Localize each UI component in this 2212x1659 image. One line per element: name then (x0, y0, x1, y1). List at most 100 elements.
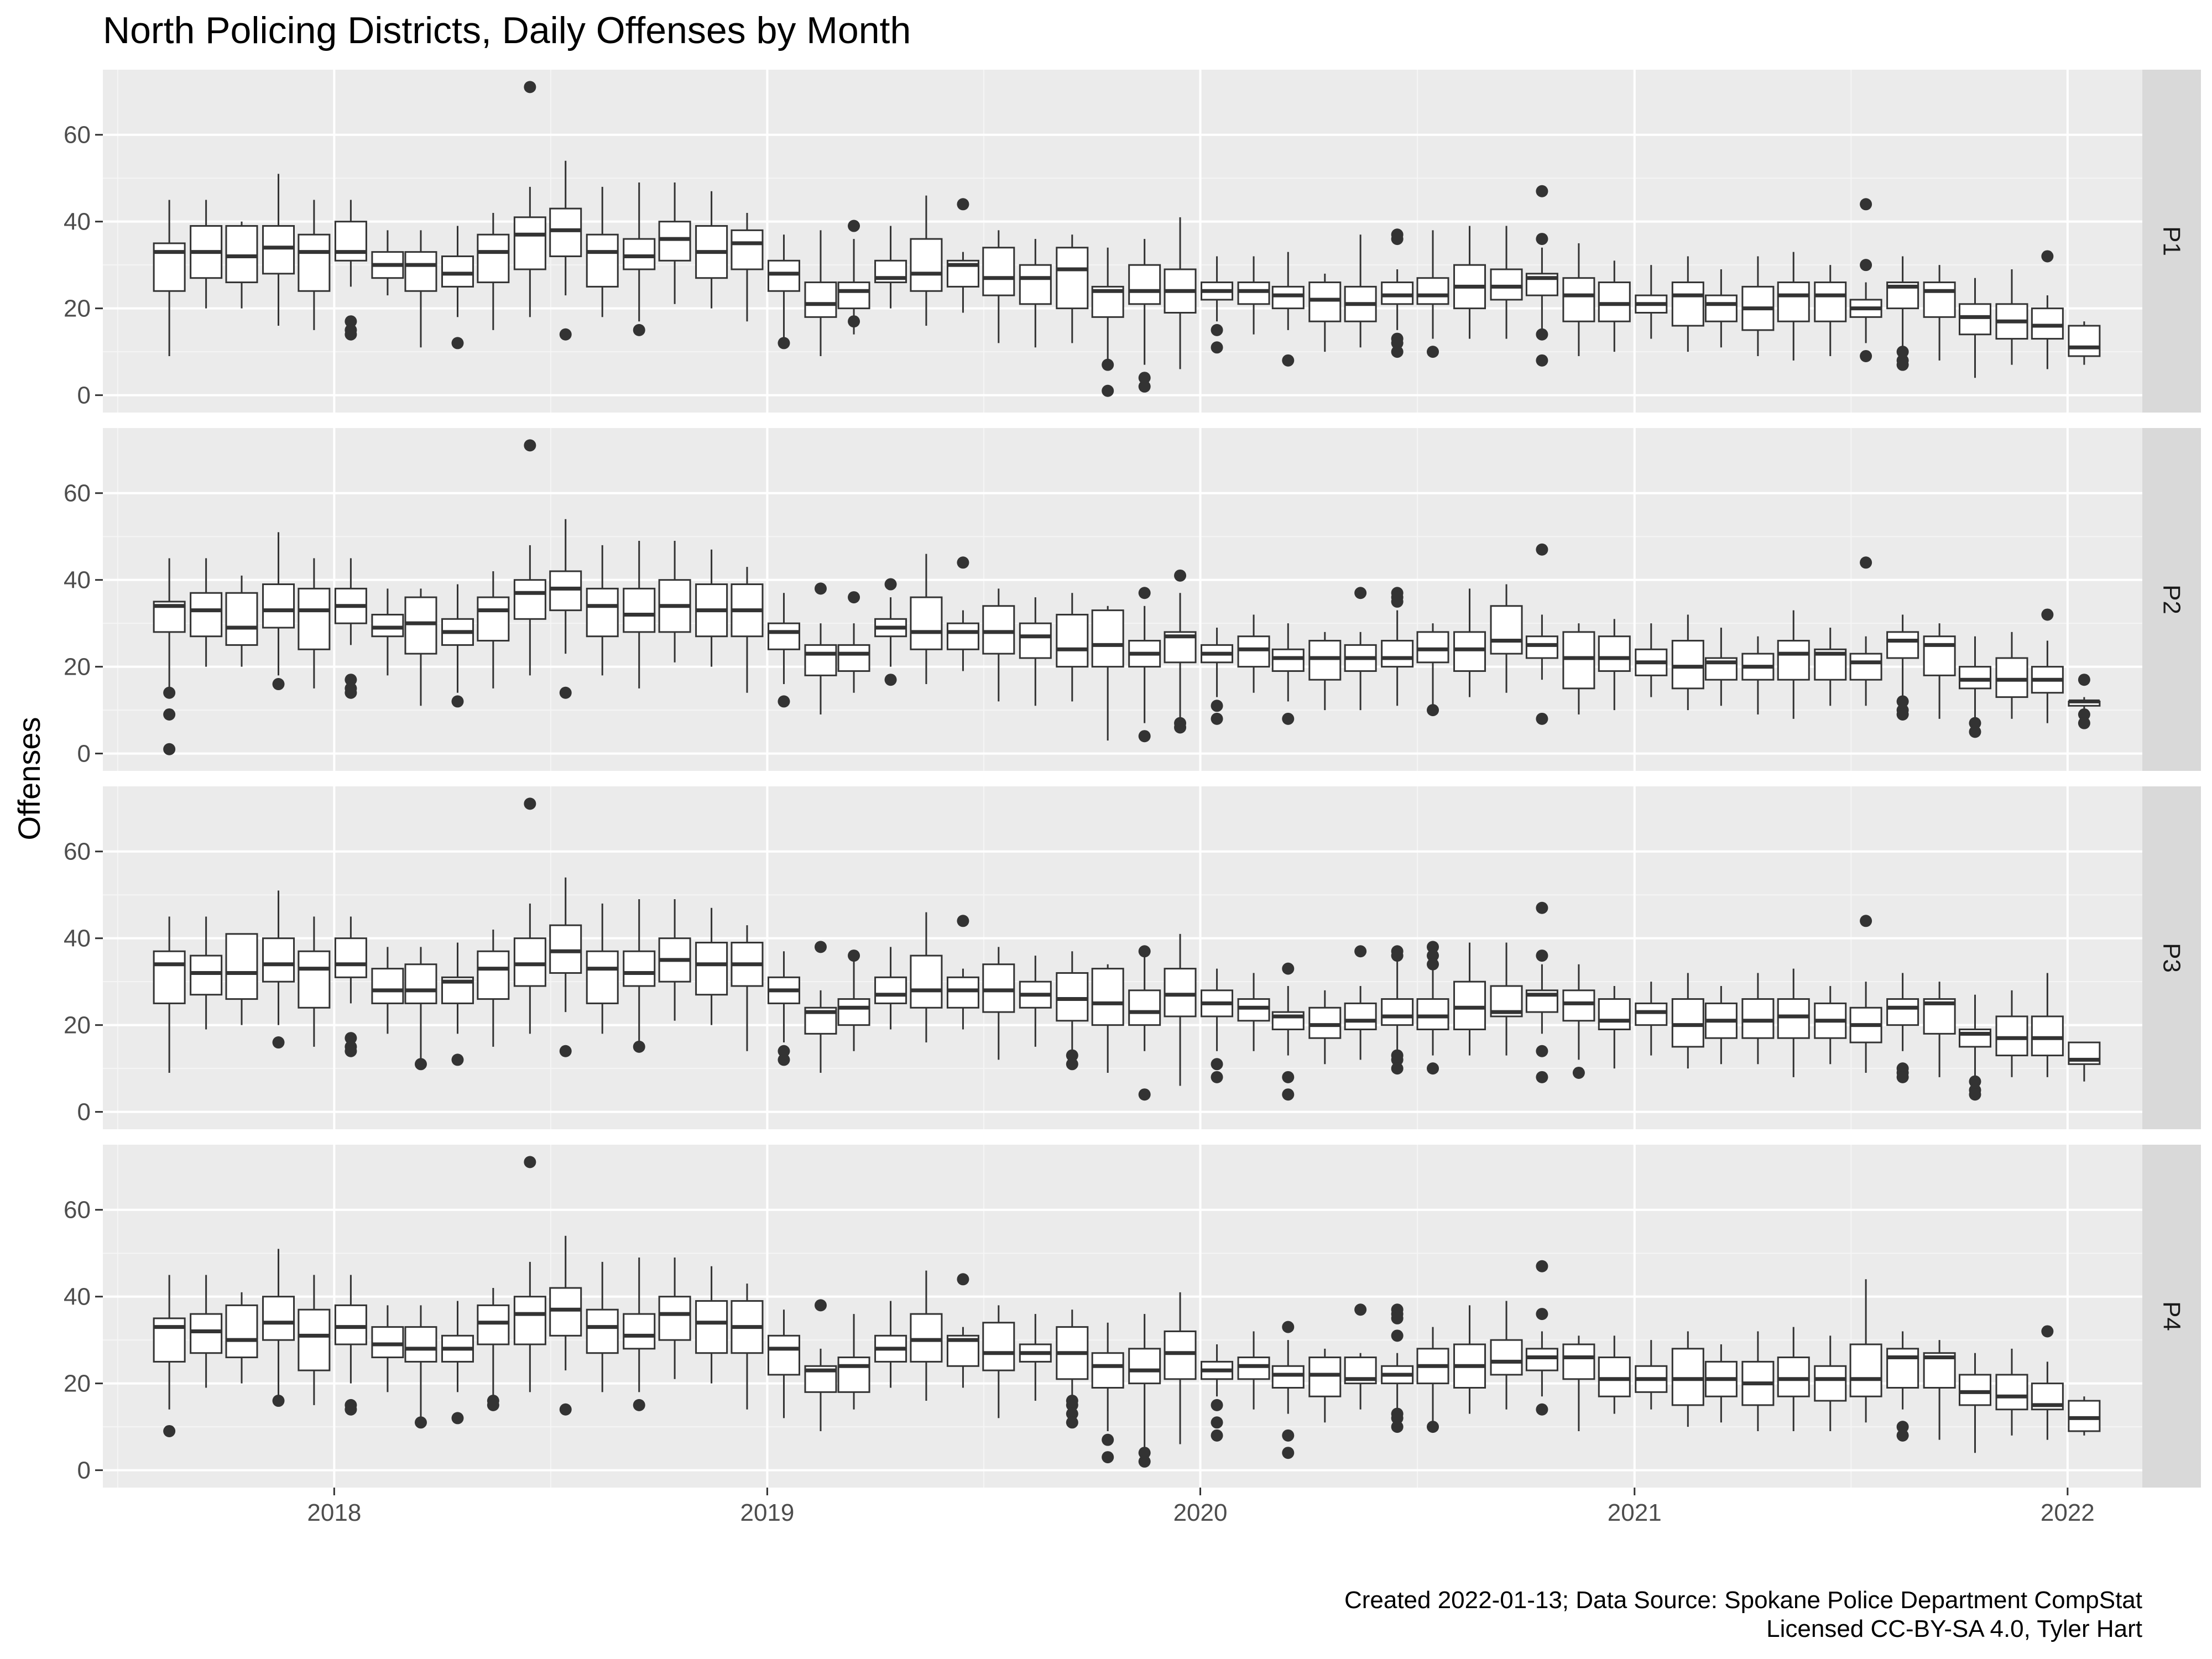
box-2020-10 (1525, 247, 1558, 330)
iqr-box (404, 1326, 437, 1363)
box-2022-01 (2068, 1396, 2101, 1436)
box-2019-08 (1019, 597, 1052, 706)
box-2021-01 (1635, 982, 1668, 1056)
iqr-box (1381, 281, 1414, 305)
outlier-point (524, 439, 536, 452)
box-2021-06 (1814, 628, 1847, 706)
box-2019-01 (767, 234, 800, 339)
iqr-box (1562, 989, 1595, 1022)
iqr-box (1237, 281, 1270, 305)
box-2018-11 (695, 1266, 728, 1384)
iqr-box (1490, 268, 1523, 301)
iqr-box (404, 251, 437, 292)
box-2021-04 (1741, 256, 1775, 356)
iqr-box (1777, 998, 1810, 1039)
outlier-point (1536, 543, 1548, 556)
outlier-point (559, 328, 572, 341)
outlier-point (345, 686, 357, 699)
box-2018-05 (477, 1287, 510, 1397)
box-2018-01 (334, 916, 367, 1004)
facet-panel-p3: 0 20 40 60 P3 (64, 786, 2201, 1129)
iqr-box (804, 281, 837, 318)
iqr-box (190, 1313, 223, 1354)
outlier-point (1391, 1412, 1404, 1425)
box-2019-07 (982, 1305, 1015, 1418)
outlier-point (1536, 1260, 1548, 1272)
box-2018-04 (441, 226, 474, 317)
box-2020-02 (1237, 1331, 1270, 1410)
outlier-point (1211, 324, 1223, 336)
box-2019-09 (1056, 951, 1089, 1056)
outlier-point (1102, 1433, 1114, 1446)
iqr-box (549, 924, 582, 974)
y-tick-label: 0 (77, 382, 91, 409)
box-2021-03 (1704, 1344, 1738, 1423)
box-2018-08 (586, 903, 619, 1034)
iqr-box (1886, 998, 1919, 1026)
iqr-box (549, 570, 582, 612)
outlier-point (1174, 721, 1187, 734)
outlier-point (1211, 1058, 1223, 1071)
box-2020-07 (1416, 230, 1449, 339)
box-2017-10 (225, 1292, 258, 1384)
iqr-box (371, 968, 404, 1004)
box-2020-03 (1271, 252, 1305, 330)
box-2019-10 (1091, 247, 1124, 369)
outlier-point (451, 1053, 464, 1066)
outlier-point (345, 1045, 357, 1057)
box-2019-11 (1128, 1314, 1161, 1449)
iqr-box (1598, 281, 1631, 322)
box-2019-03 (837, 239, 870, 335)
outlier-point (957, 198, 969, 211)
box-2021-05 (1777, 968, 1810, 1077)
iqr-box (1958, 666, 1991, 690)
iqr-box (1308, 640, 1342, 681)
outlier-point (778, 337, 790, 349)
box-2021-07 (1849, 982, 1882, 1073)
iqr-box (404, 596, 437, 655)
iqr-box (1958, 303, 1991, 336)
facet-strip (2142, 1145, 2201, 1488)
box-2020-09 (1490, 226, 1523, 339)
x-tick-label: 2018 (307, 1499, 361, 1526)
iqr-box (1923, 635, 1956, 676)
outlier-point (1427, 1421, 1439, 1433)
box-2021-11 (1995, 1348, 2028, 1436)
y-tick-label: 0 (77, 1099, 91, 1126)
outlier-point (884, 578, 897, 591)
box-2021-09 (1923, 1340, 1956, 1440)
box-2020-04 (1308, 1348, 1342, 1423)
box-2018-09 (623, 182, 656, 322)
outlier-point (848, 220, 860, 232)
iqr-box (1958, 1374, 1991, 1406)
box-2019-06 (946, 610, 979, 671)
iqr-box (262, 225, 295, 275)
box-2020-06 (1381, 610, 1414, 706)
outlier-point (778, 1045, 790, 1057)
box-2021-05 (1777, 1327, 1810, 1431)
outlier-point (414, 1416, 427, 1429)
box-2019-01 (767, 1310, 800, 1418)
box-2019-05 (910, 912, 943, 1043)
iqr-box (153, 950, 186, 1004)
box-2019-07 (982, 230, 1015, 343)
box-2017-09 (190, 558, 223, 667)
iqr-box (1995, 657, 2028, 698)
outlier-point (1138, 1447, 1151, 1459)
y-tick-label: 60 (64, 122, 91, 149)
box-2020-08 (1453, 588, 1486, 697)
iqr-box (837, 998, 870, 1026)
facet-strip (2142, 70, 2201, 413)
iqr-box (1562, 1343, 1595, 1380)
iqr-box (371, 613, 404, 638)
box-2020-09 (1490, 584, 1523, 693)
box-2018-03 (404, 588, 437, 706)
box-2020-07 (1416, 951, 1449, 1056)
outlier-point (1969, 1075, 1981, 1088)
box-2019-10 (1091, 1322, 1124, 1431)
iqr-box (1271, 285, 1305, 310)
outlier-point (1138, 1088, 1151, 1101)
iqr-box (1886, 1348, 1919, 1389)
iqr-box (1308, 1006, 1342, 1039)
iqr-box (1128, 989, 1161, 1026)
